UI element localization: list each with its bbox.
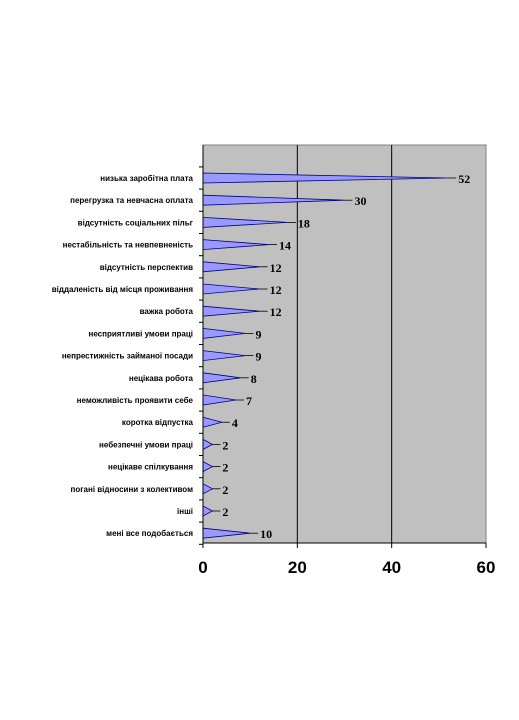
value-label-9: 8 [251,372,257,386]
category-label-12: небезпечні умови праці [99,440,193,449]
value-label-15: 2 [222,505,228,519]
plot-area [202,144,487,544]
category-label-0: низька заробітна плата [100,174,193,183]
category-label-15: інші [177,507,193,516]
category-label-5: віддаленість від місця проживання [52,285,194,294]
x-tick-label-20: 20 [288,558,307,577]
category-label-1: перегрузка та невчасна оплата [70,196,193,205]
bars [202,172,457,539]
value-label-8: 9 [255,350,261,364]
value-label-3: 14 [279,239,291,253]
category-label-10: неможливість проявити себе [77,396,194,405]
axes [199,145,487,548]
x-tick-label-40: 40 [382,558,401,577]
category-label-11: коротка відпустка [122,418,194,427]
value-label-14: 2 [222,483,228,497]
category-label-4: відсутність перспектив [100,263,193,272]
value-label-0: 52 [458,172,470,186]
category-label-13: нецікаве спілкування [108,463,193,472]
value-label-5: 12 [270,283,282,297]
value-label-6: 12 [270,305,282,319]
x-tick-label-60: 60 [477,558,496,577]
value-label-7: 9 [255,327,261,341]
category-label-2: відсутність соціальних пільг [78,218,194,227]
value-label-4: 12 [270,261,282,275]
category-label-6: важка робота [140,307,194,316]
x-tick-label-0: 0 [198,558,207,577]
category-label-7: несприятливі умови праці [88,329,193,338]
category-label-3: нестабільність та невпевненість [63,241,193,250]
value-label-16: 10 [260,527,272,541]
value-label-12: 2 [222,438,228,452]
category-label-8: непрестижність займаної посади [62,352,193,361]
category-labels: низька заробітна плата перегрузка та невч… [52,174,194,538]
category-label-16: мені все подобається [106,529,193,538]
value-label-1: 30 [355,194,367,208]
value-label-2: 18 [298,216,310,230]
gridlines [296,145,393,543]
category-label-14: погані відносини з колективом [70,485,193,494]
value-label-10: 7 [246,394,252,408]
x-tick-labels: 0 20 40 60 [198,558,495,577]
category-label-9: нецікава робота [129,374,194,383]
value-label-13: 2 [222,461,228,475]
value-label-11: 4 [232,416,238,430]
